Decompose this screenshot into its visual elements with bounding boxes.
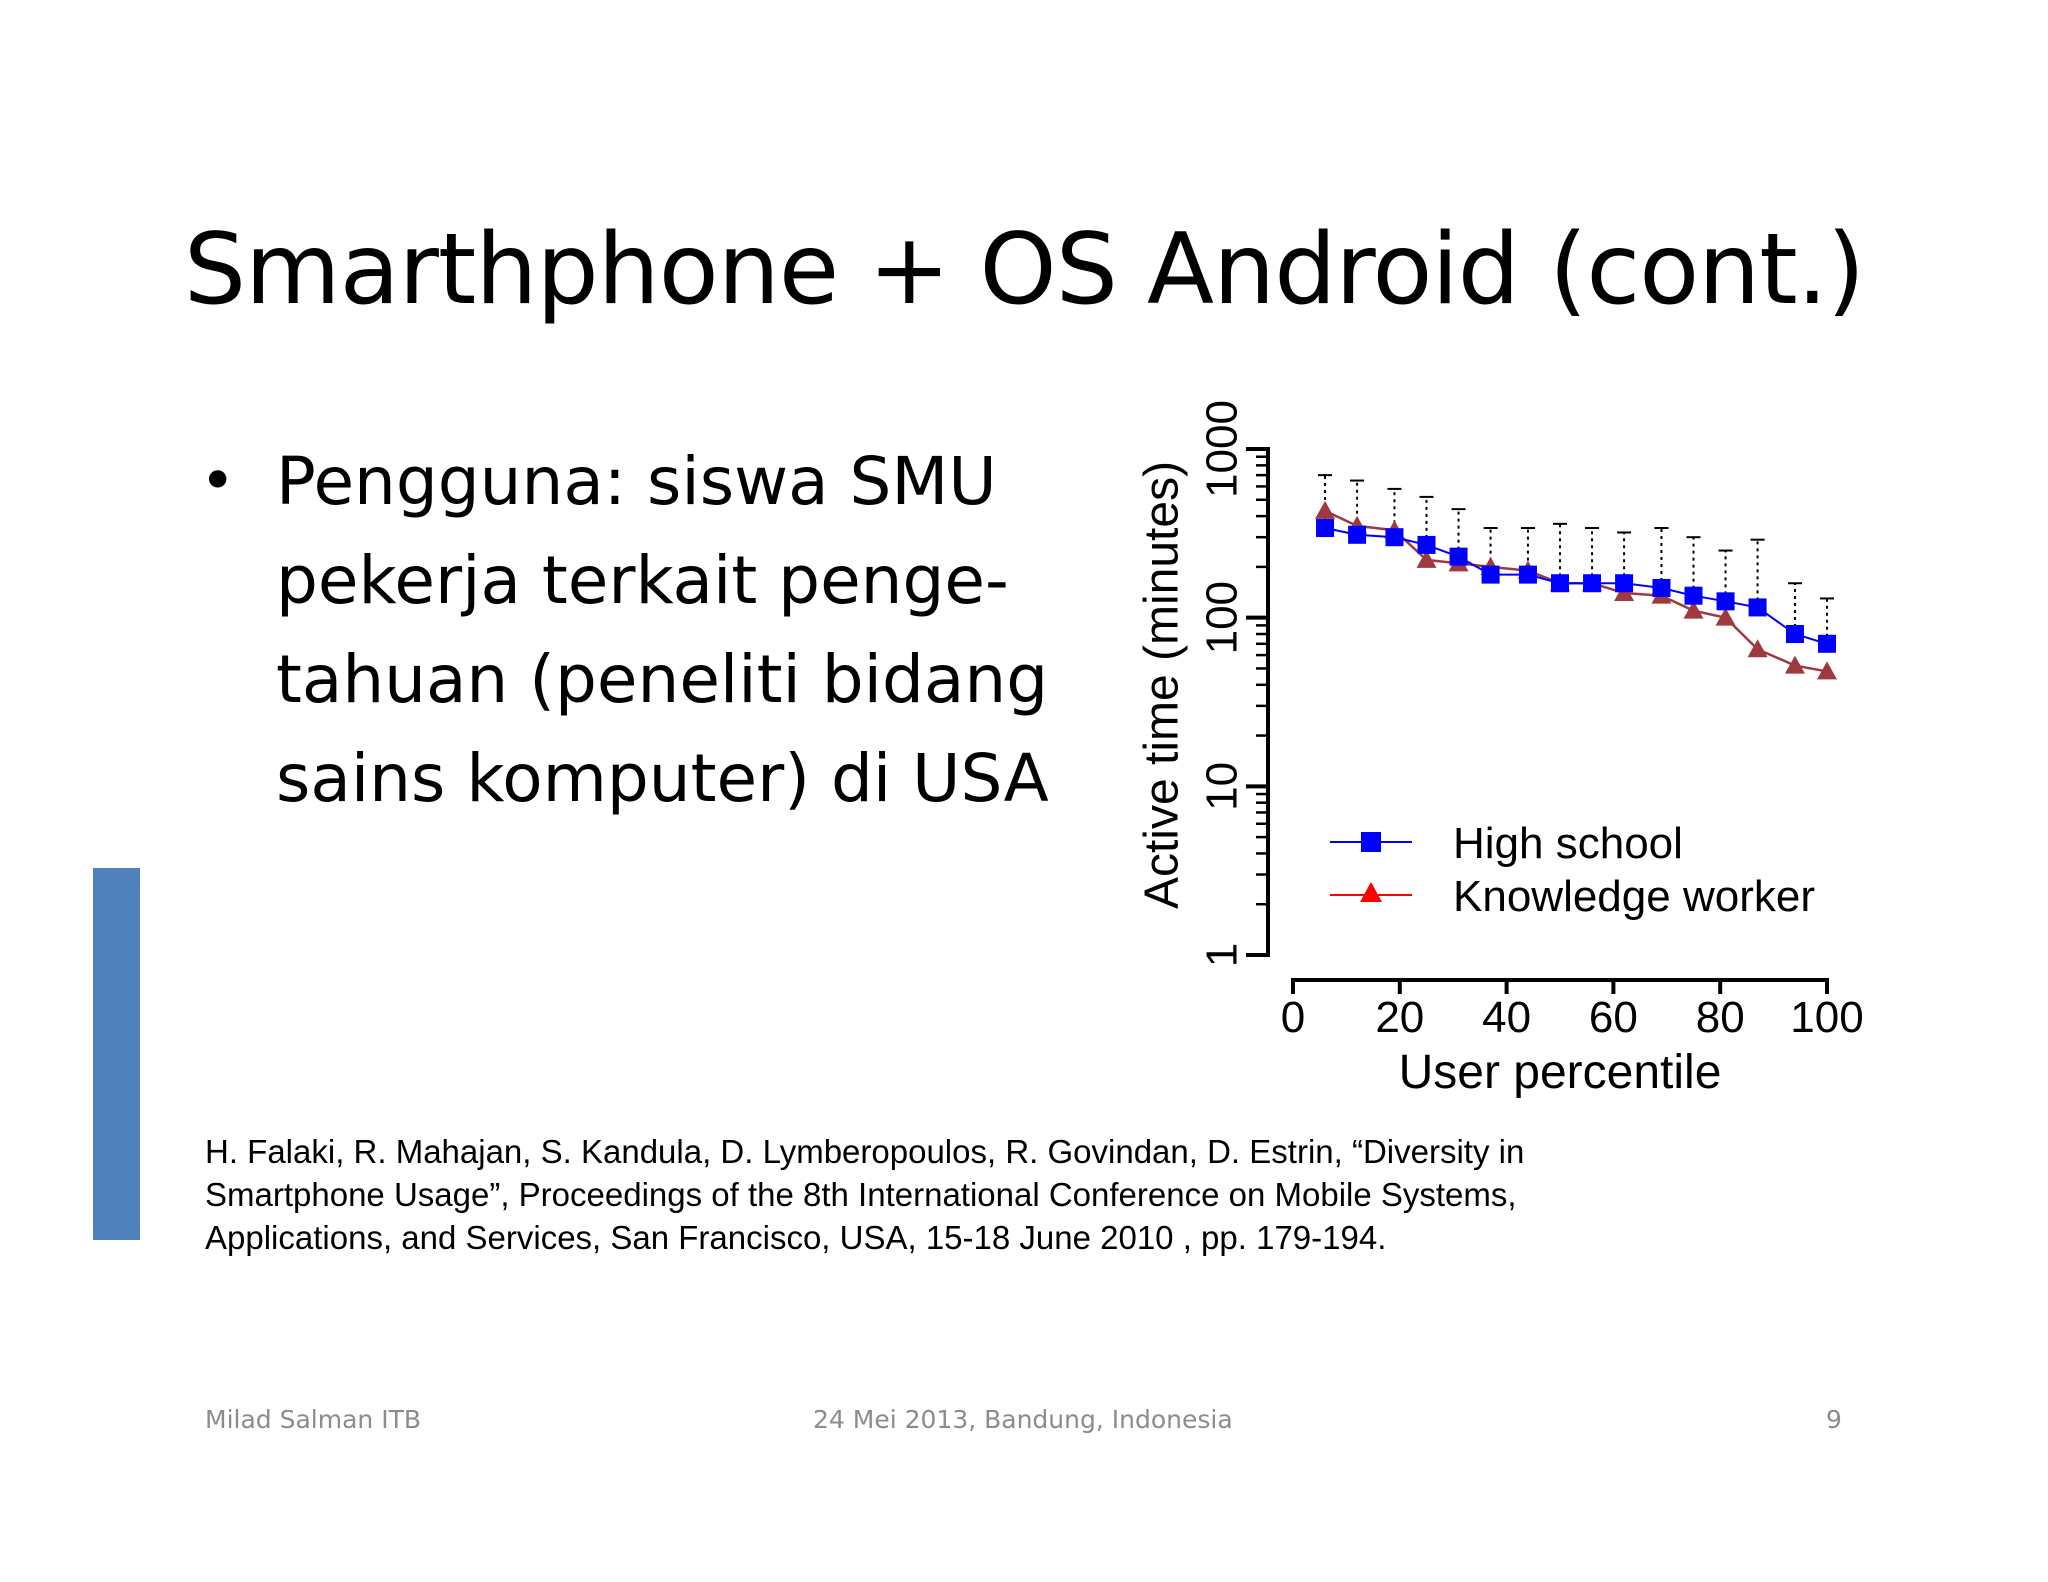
data-point-high-school	[1481, 565, 1500, 584]
data-point-high-school	[1316, 519, 1335, 538]
footer-author: Milad Salman ITB	[205, 1405, 421, 1434]
data-point-high-school	[1785, 625, 1804, 644]
legend-label-knowledge-worker: Knowledge worker	[1453, 872, 1815, 921]
x-tick-label: 80	[1696, 993, 1745, 1042]
x-axis-label: User percentile	[1399, 1046, 1722, 1099]
y-tick-label: 1	[1198, 943, 1247, 967]
data-point-knowledge-worker	[1683, 600, 1704, 619]
x-tick-label: 20	[1375, 993, 1424, 1042]
data-point-knowledge-worker	[1315, 500, 1336, 519]
y-tick-label: 1000	[1198, 400, 1247, 498]
data-point-high-school	[1551, 574, 1569, 593]
accent-bar	[93, 868, 140, 1240]
data-point-high-school	[1716, 592, 1735, 611]
bullet-line: Pengguna: siswa SMU	[276, 443, 997, 520]
data-point-high-school	[1449, 547, 1468, 566]
data-point-high-school	[1748, 598, 1767, 617]
y-tick-label: 100	[1198, 581, 1247, 654]
footer-page-number: 9	[1826, 1405, 1842, 1434]
data-point-high-school	[1348, 525, 1367, 544]
citation-line: H. Falaki, R. Mahajan, S. Kandula, D. Ly…	[205, 1133, 1525, 1170]
y-axis-label: Active time (minutes)	[1136, 461, 1189, 909]
data-point-high-school	[1684, 586, 1703, 605]
x-tick-label: 60	[1589, 993, 1638, 1042]
bullet-line: pekerja terkait penge-	[276, 542, 1009, 619]
citation-line: Smartphone Usage”, Proceedings of the 8t…	[205, 1176, 1517, 1213]
legend-marker-high-school	[1361, 832, 1381, 852]
footer-date-location: 24 Mei 2013, Bandung, Indonesia	[813, 1405, 1233, 1434]
legend-label-high-school: High school	[1453, 819, 1683, 868]
x-tick-label: 100	[1790, 993, 1863, 1042]
citation-line: Applications, and Services, San Francisc…	[205, 1219, 1387, 1256]
data-point-high-school	[1518, 565, 1537, 584]
data-point-knowledge-worker	[1817, 661, 1837, 680]
data-point-high-school	[1385, 528, 1404, 547]
bullet-marker: •	[200, 446, 236, 516]
data-point-knowledge-worker	[1715, 607, 1736, 626]
data-point-knowledge-worker	[1747, 639, 1768, 658]
data-point-knowledge-worker	[1784, 655, 1805, 674]
data-point-high-school	[1818, 634, 1836, 653]
bullet-line: sains komputer) di USA	[276, 740, 1049, 817]
slide-title: Smarthphone + OS Android (cont.)	[183, 213, 1865, 327]
y-tick-label: 10	[1198, 762, 1247, 811]
data-point-high-school	[1583, 574, 1602, 593]
x-tick-label: 0	[1281, 993, 1305, 1042]
data-point-high-school	[1615, 574, 1634, 593]
legend-marker-knowledge-worker	[1360, 882, 1382, 902]
data-point-high-school	[1417, 535, 1436, 554]
data-point-high-school	[1652, 578, 1671, 597]
citation: H. Falaki, R. Mahajan, S. Kandula, D. Ly…	[205, 1130, 1705, 1259]
data-point-knowledge-worker	[1416, 549, 1437, 568]
bullet-text: Pengguna: siswa SMU pekerja terkait peng…	[276, 432, 1049, 828]
x-tick-label: 40	[1482, 993, 1531, 1042]
series-line-high-school	[1324, 527, 1828, 645]
bullet-line: tahuan (peneliti bidang	[276, 641, 1049, 718]
